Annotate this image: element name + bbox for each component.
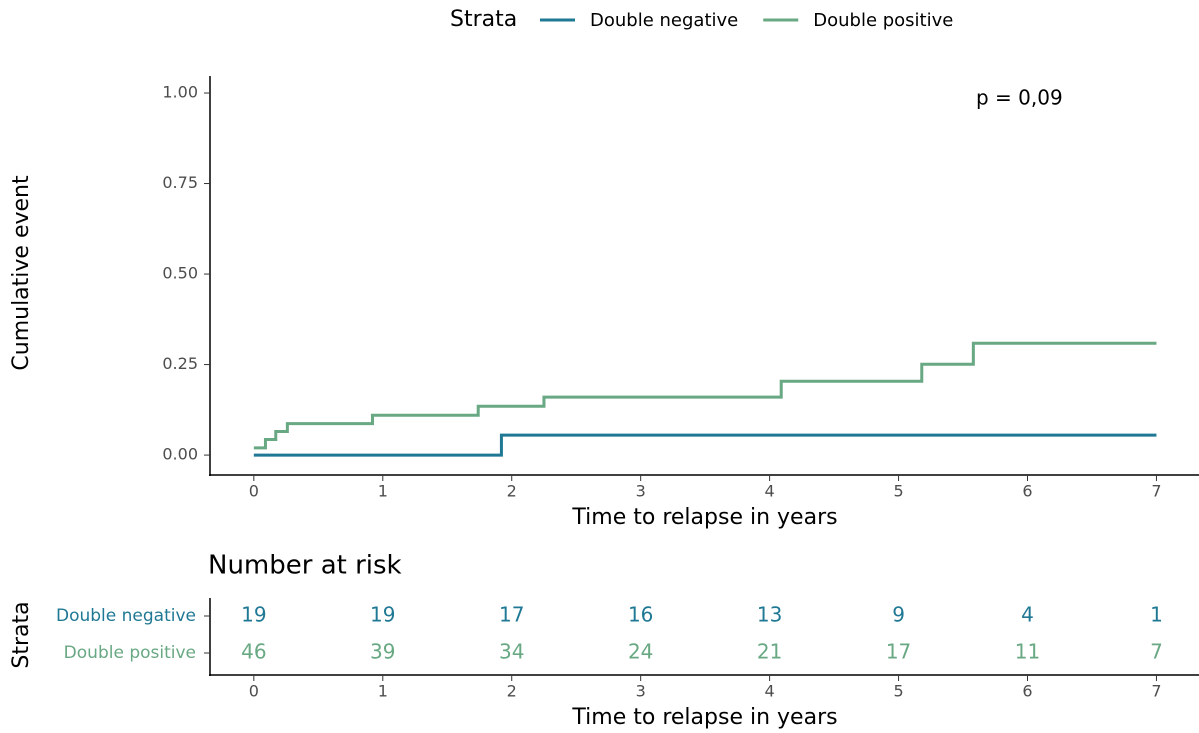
y-tick-label: 0.75 [162, 173, 198, 192]
table-x-label: Time to relapse in years [571, 705, 837, 730]
x-tick-label: 6 [1022, 482, 1032, 501]
row-label: Double positive [64, 643, 196, 663]
row-label: Double negative [56, 606, 196, 626]
risk-count: 24 [628, 640, 653, 664]
x-tick-label: 5 [893, 682, 903, 701]
risk-count: 19 [241, 603, 266, 627]
x-tick-label: 4 [765, 482, 775, 501]
risk-count: 46 [241, 640, 266, 664]
risk-count: 4 [1021, 603, 1034, 627]
km-curve [253, 341, 1157, 450]
km-curve [253, 433, 1157, 457]
y-tick-label: 0.25 [162, 354, 198, 373]
x-tick-label: 0 [249, 682, 259, 701]
risk-count: 34 [499, 640, 524, 664]
risk-count: 39 [370, 640, 395, 664]
x-tick-label: 6 [1022, 682, 1032, 701]
risk-count: 17 [499, 603, 524, 627]
legend-title: Strata [450, 7, 517, 32]
y-axis-label: Cumulative event [9, 175, 34, 371]
y-tick-label: 0.50 [162, 264, 198, 283]
risk-count: 19 [370, 603, 395, 627]
risk-count: 21 [757, 640, 782, 664]
risk-count: 11 [1015, 640, 1040, 664]
x-tick-label: 0 [249, 482, 259, 501]
x-tick-label: 3 [636, 682, 646, 701]
x-tick-label: 2 [507, 482, 517, 501]
risk-count: 16 [628, 603, 653, 627]
risk-count: 13 [757, 603, 782, 627]
y-tick-label: 1.00 [162, 83, 198, 102]
legend-label: Double negative [590, 10, 738, 31]
x-axis-label: Time to relapse in years [571, 505, 837, 530]
table-title: Number at risk [208, 551, 402, 581]
x-tick-label: 3 [636, 482, 646, 501]
p-value: p = 0,09 [976, 86, 1063, 110]
x-tick-label: 4 [765, 682, 775, 701]
x-tick-label: 5 [893, 482, 903, 501]
x-tick-label: 7 [1151, 482, 1161, 501]
risk-count: 1 [1150, 603, 1163, 627]
x-tick-label: 2 [507, 682, 517, 701]
legend-label: Double positive [813, 10, 953, 31]
table-y-label: Strata [9, 601, 34, 668]
risk-count: 9 [892, 603, 905, 627]
x-tick-label: 7 [1151, 682, 1161, 701]
risk-count: 17 [886, 640, 911, 664]
x-tick-label: 1 [378, 482, 388, 501]
y-tick-label: 0.00 [162, 445, 198, 464]
x-tick-label: 1 [378, 682, 388, 701]
risk-count: 7 [1150, 640, 1163, 664]
